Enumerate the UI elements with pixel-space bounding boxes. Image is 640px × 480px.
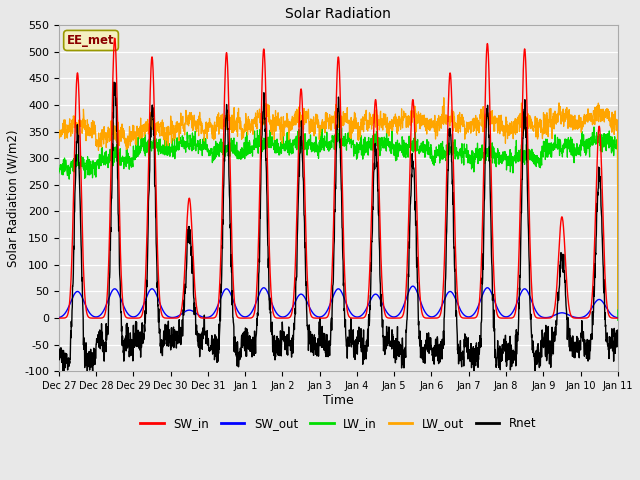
Legend: SW_in, SW_out, LW_in, LW_out, Rnet: SW_in, SW_out, LW_in, LW_out, Rnet	[136, 412, 541, 435]
Text: EE_met: EE_met	[67, 34, 115, 47]
Title: Solar Radiation: Solar Radiation	[285, 7, 391, 21]
Y-axis label: Solar Radiation (W/m2): Solar Radiation (W/m2)	[7, 130, 20, 267]
X-axis label: Time: Time	[323, 394, 354, 407]
